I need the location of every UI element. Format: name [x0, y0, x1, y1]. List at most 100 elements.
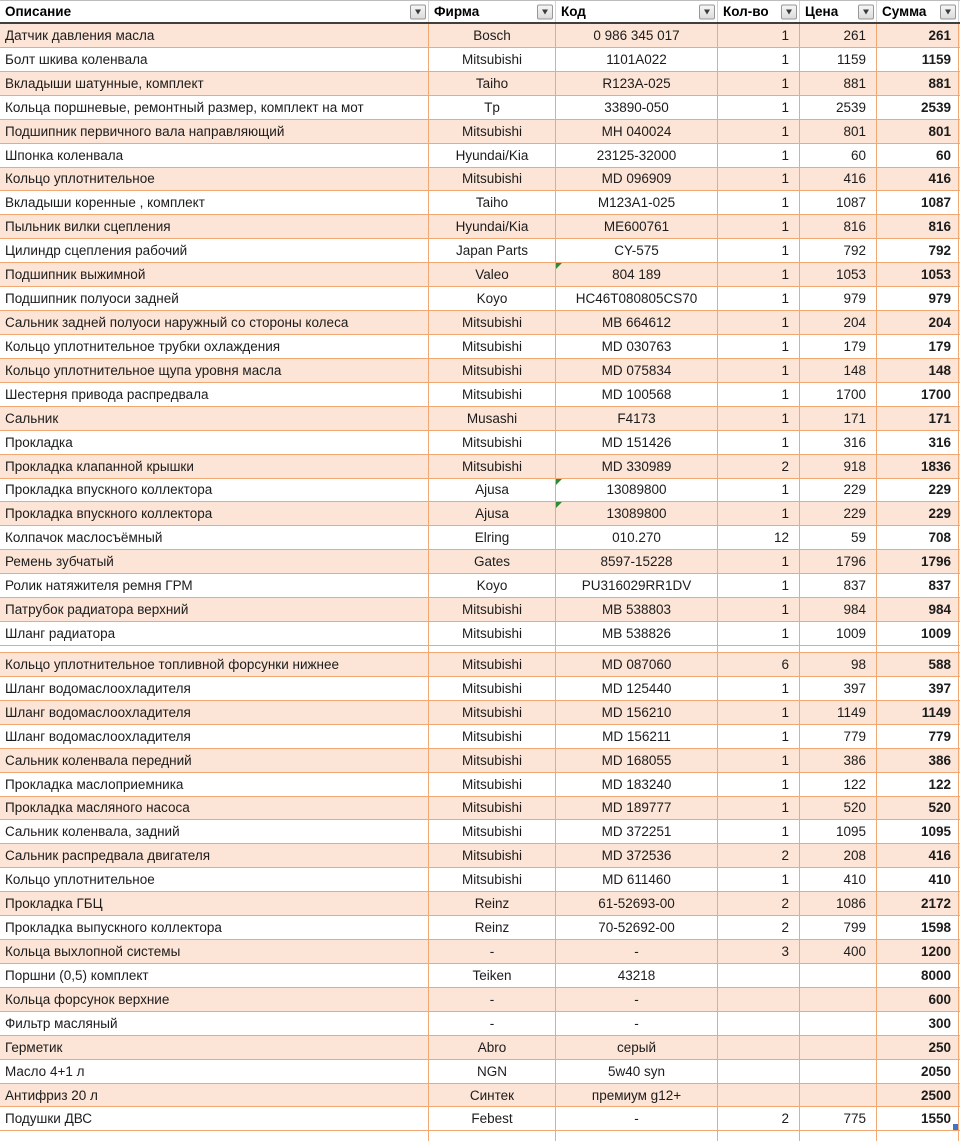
cell-total[interactable]: 1700 [877, 382, 959, 406]
cell-price[interactable]: 1700 [800, 382, 877, 406]
cell-total[interactable]: 779 [877, 724, 959, 748]
cell-description[interactable]: Прокладка клапанной крышки [0, 454, 429, 478]
cell-total[interactable]: 1550 [877, 1107, 959, 1131]
cell-description[interactable]: Подшипник первичного вала направляющий [0, 119, 429, 143]
cell-code[interactable]: M123A1-025 [556, 191, 718, 215]
cell-price[interactable]: 416 [800, 167, 877, 191]
cell-brand[interactable]: Abro [429, 1035, 556, 1059]
cell-qty[interactable] [718, 963, 800, 987]
cell-code[interactable]: HC46T080805CS70 [556, 287, 718, 311]
cell-qty[interactable]: 1 [718, 382, 800, 406]
cell-description[interactable]: Прокладка [0, 430, 429, 454]
cell-qty[interactable] [718, 1035, 800, 1059]
cell-total[interactable]: 1836 [877, 454, 959, 478]
cell-qty[interactable]: 1 [718, 406, 800, 430]
cell-brand[interactable]: NGN [429, 1059, 556, 1083]
cell-total[interactable]: 171 [877, 406, 959, 430]
cell-total[interactable]: 1200 [877, 940, 959, 963]
cell-description[interactable]: Шпонка коленвала [0, 143, 429, 167]
cell-total[interactable]: 588 [877, 652, 959, 676]
cell-total[interactable]: 416 [877, 167, 959, 191]
filter-dropdown-icon[interactable] [940, 4, 956, 19]
cell-description[interactable]: Сальник распредвала двигателя [0, 844, 429, 868]
cell-code[interactable]: - [556, 1011, 718, 1035]
cell-code[interactable]: 33890-050 [556, 95, 718, 119]
cell-price[interactable]: 59 [800, 526, 877, 550]
cell-price[interactable]: 779 [800, 724, 877, 748]
cell-price[interactable]: 1009 [800, 622, 877, 645]
cell-total[interactable]: 60 [877, 143, 959, 167]
cell-total[interactable]: 397 [877, 676, 959, 700]
cell-total[interactable]: 148 [877, 358, 959, 382]
cell-price[interactable] [800, 1131, 877, 1141]
cell-brand[interactable]: Mitsubishi [429, 311, 556, 334]
cell-description[interactable]: Герметик [0, 1035, 429, 1059]
cell-description[interactable]: Колпачок маслосъёмный [0, 526, 429, 550]
cell-qty[interactable]: 1 [718, 143, 800, 167]
cell-code[interactable]: MD 183240 [556, 772, 718, 796]
cell-total[interactable]: 316 [877, 430, 959, 454]
cell-price[interactable]: 397 [800, 676, 877, 700]
cell-total[interactable]: 1095 [877, 820, 959, 844]
cell-code[interactable]: CY-575 [556, 239, 718, 263]
cell-code[interactable] [556, 1131, 718, 1141]
cell-brand[interactable]: Teiken [429, 963, 556, 987]
cell-price[interactable] [800, 963, 877, 987]
cell-qty[interactable]: 1 [718, 748, 800, 772]
cell-code[interactable]: MD 168055 [556, 748, 718, 772]
cell-qty[interactable]: 1 [718, 772, 800, 796]
cell-brand[interactable]: Mitsubishi [429, 868, 556, 892]
cell-code[interactable]: 1101A022 [556, 47, 718, 71]
cell-total[interactable]: 1159 [877, 47, 959, 71]
cell-price[interactable]: 520 [800, 796, 877, 820]
cell-brand[interactable]: Taiho [429, 191, 556, 215]
cell-qty[interactable]: 1 [718, 167, 800, 191]
cell-brand[interactable]: - [429, 1011, 556, 1035]
cell-code[interactable]: MD 075834 [556, 358, 718, 382]
cell-description[interactable]: Масло 4+1 л [0, 1059, 429, 1083]
cell-description[interactable]: Шланг водомаслоохладителя [0, 724, 429, 748]
cell-price[interactable]: 179 [800, 334, 877, 358]
cell-total[interactable]: 386 [877, 748, 959, 772]
cell-price[interactable]: 316 [800, 430, 877, 454]
cell-qty[interactable]: 1 [718, 820, 800, 844]
cell-brand[interactable]: Koyo [429, 287, 556, 311]
cell-price[interactable]: 261 [800, 24, 877, 47]
cell-qty[interactable]: 1 [718, 676, 800, 700]
cell-description[interactable]: Подушки ДВС [0, 1107, 429, 1131]
cell-total[interactable]: 816 [877, 215, 959, 239]
cell-brand[interactable]: Mitsubishi [429, 820, 556, 844]
cell-price[interactable] [800, 1011, 877, 1035]
cell-price[interactable]: 204 [800, 311, 877, 334]
cell-description[interactable]: Прокладка маслоприемника [0, 772, 429, 796]
cell-brand[interactable]: Reinz [429, 892, 556, 916]
cell-total[interactable]: 2172 [877, 892, 959, 916]
cell-description[interactable]: Прокладка масляного насоса [0, 796, 429, 820]
cell-brand[interactable]: Mitsubishi [429, 382, 556, 406]
cell-price[interactable]: 984 [800, 598, 877, 622]
cell-qty[interactable]: 1 [718, 430, 800, 454]
cell-code[interactable]: ME600761 [556, 215, 718, 239]
cell-total[interactable]: 1009 [877, 622, 959, 645]
cell-price[interactable]: 400 [800, 940, 877, 963]
cell-description[interactable]: Пыльник вилки сцепления [0, 215, 429, 239]
cell-brand[interactable]: Mitsubishi [429, 598, 556, 622]
cell-code[interactable]: - [556, 987, 718, 1011]
cell-total[interactable]: 837 [877, 574, 959, 598]
cell-brand[interactable]: Mitsubishi [429, 167, 556, 191]
cell-qty[interactable]: 1 [718, 598, 800, 622]
cell-brand[interactable]: Elring [429, 526, 556, 550]
cell-description[interactable]: Кольца форсунок верхние [0, 987, 429, 1011]
cell-brand[interactable]: Febest [429, 1107, 556, 1131]
cell-description[interactable]: Вкладыши коренные , комплект [0, 191, 429, 215]
cell-qty[interactable]: 2 [718, 916, 800, 940]
cell-brand[interactable]: Mitsubishi [429, 119, 556, 143]
cell-brand[interactable]: Mitsubishi [429, 772, 556, 796]
cell-description[interactable]: Прокладка выпускного коллектора [0, 916, 429, 940]
cell-brand[interactable]: Tp [429, 95, 556, 119]
cell-total[interactable]: 122 [877, 772, 959, 796]
cell-code[interactable]: F4173 [556, 406, 718, 430]
cell-price[interactable] [800, 1083, 877, 1107]
cell-price[interactable]: 918 [800, 454, 877, 478]
cell-description[interactable]: Вкладыши шатунные, комплект [0, 71, 429, 95]
